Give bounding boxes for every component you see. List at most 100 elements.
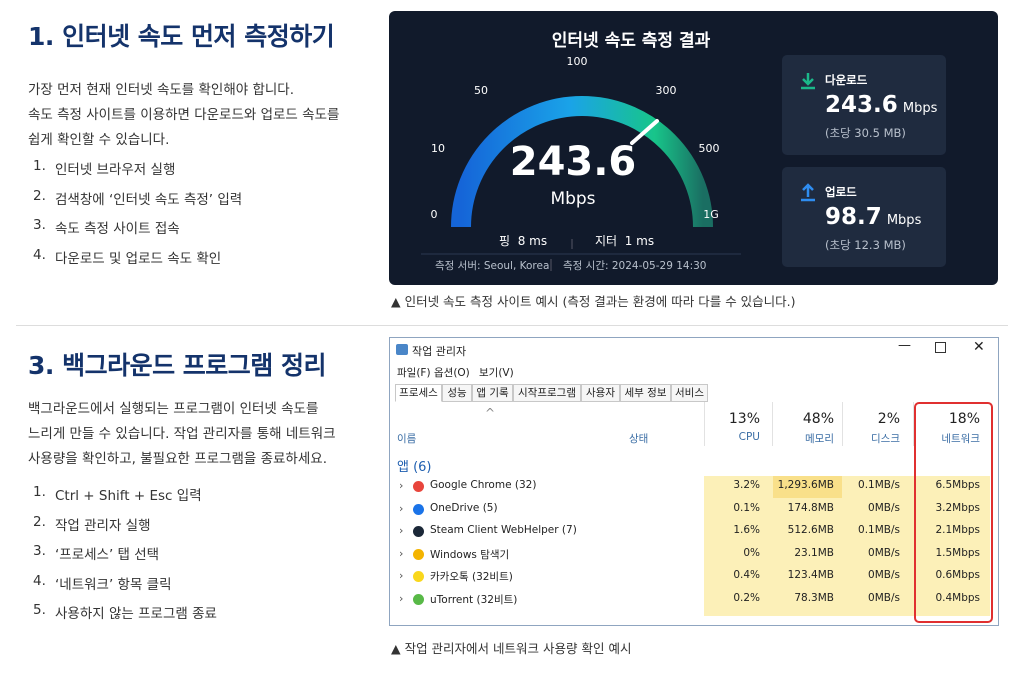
step-text: 검색창에 ‘인터넷 속도 측정’ 입력 [55,191,243,208]
gauge-tick-label: 300 [655,84,677,97]
tab[interactable]: 세부 정보 [620,384,671,402]
card-value: 243.6 Mbps [825,92,937,118]
caption: ▲ 인터넷 속도 측정 사이트 예시 (측정 결과는 환경에 따라 다를 수 있… [391,294,796,309]
expand-chevron: › [399,524,404,538]
column-percent: 13% [728,411,760,427]
tab[interactable]: 서비스 [671,384,708,402]
app-icon [413,526,424,538]
paragraph-line: 속도 측정 사이트를 이용하면 다운로드와 업로드 속도를 [28,107,340,123]
expand-chevron: › [399,592,404,605]
column-separator [913,402,914,446]
gauge-tick-label: 100 [566,55,588,68]
gauge [421,96,741,271]
speed-test-panel: 인터넷 속도 측정 결과 0 10 50 100 300 500 1G 243.6 Mbps… [389,11,998,285]
section-title: 1. 인터넷 속도 먼저 측정하기 [28,22,335,51]
cell-memory: 123.4MB [787,569,834,582]
step-number: 2. [33,513,46,530]
menu-item[interactable]: 옵션(O) [434,367,470,379]
maximize-button[interactable] [935,342,946,353]
highlight-cell [773,476,842,498]
speed-unit: Mbps [550,189,596,209]
paragraph-line: 느리게 만들 수 있습니다. 작업 관리자를 통해 네트워크 [28,426,336,442]
app-icon [413,594,424,605]
tab[interactable]: 시작프로그램 [513,384,581,402]
step-number: 1. [33,158,46,174]
column-name: 디스크 [871,433,900,445]
gauge-tick-label: 10 [431,142,445,155]
step-text: 작업 관리자 실행 [55,517,151,534]
process-name: OneDrive (5) [430,501,498,514]
cell-memory: 1,293.6MB [777,479,834,491]
step-number: 3. [33,543,46,559]
step-number: 4. [33,572,46,589]
expand-chevron: › [399,569,404,583]
column-name: CPU [738,431,760,443]
minimize-button[interactable]: — [898,338,911,353]
column-separator [772,402,773,446]
header-spacer [704,446,990,476]
panel-title: 인터넷 속도 측정 결과 [551,31,711,51]
gauge-tick-label: 500 [698,142,720,155]
cell-network: 3.2Mbps [935,501,980,514]
step-text: ‘프로세스’ 탭 선택 [55,547,160,563]
step-text: 다운로드 및 업로드 속도 확인 [55,250,222,267]
tab[interactable]: 앱 기록 [472,384,513,402]
column-header: 이름 [397,433,417,445]
cell-cpu: 0% [743,546,760,559]
app-icon [413,548,424,560]
cell-memory: 23.1MB [794,546,834,559]
cell-background [704,476,990,616]
section-title: 3. 백그라운드 프로그램 정리 [28,351,327,380]
divider [16,325,1008,326]
gauge-needle [630,119,659,145]
caption: ▲ 작업 관리자에서 네트워크 사용량 확인 예시 [391,641,632,656]
download-icon [801,73,815,90]
expand-chevron: › [399,479,404,492]
cell-disk: 0.1MB/s [858,524,900,537]
gauge-tick-label: 50 [474,84,488,97]
menu-item[interactable]: 파일(F) [397,367,431,379]
cell-disk: 0.1MB/s [858,479,900,491]
cell-disk: 0MB/s [868,569,900,582]
paragraph-line: 쉽게 확인할 수 있습니다. [28,132,170,148]
app-icon [413,503,424,515]
jitter-value: 1 ms [624,234,655,248]
step-number: 4. [33,246,46,263]
step-number: 5. [33,602,46,618]
cell-cpu: 0.2% [733,592,760,604]
cell-network: 2.1Mbps [935,524,980,537]
cell-cpu: 0.4% [733,569,760,582]
cell-disk: 0MB/s [868,546,900,559]
cell-disk: 0MB/s [868,501,900,514]
ping-label: 핑 [499,234,511,248]
cell-memory: 512.6MB [787,524,834,537]
cell-cpu: 1.6% [733,524,760,537]
app-icon [396,344,408,355]
cell-network: 1.5Mbps [935,546,980,559]
paragraph-line: 사용량을 확인하고, 불필요한 프로그램을 종료하세요. [28,451,327,467]
tab[interactable]: 프로세스 [395,384,442,402]
column-separator [842,402,843,446]
card-label: 업로드 [825,185,857,199]
tab[interactable]: 성능 [442,384,472,402]
step-text: 인터넷 브라우저 실행 [55,162,176,178]
close-button[interactable]: ✕ [973,339,985,355]
step-text: Ctrl + Shift + Esc 입력 [55,488,202,504]
cell-cpu: 0.1% [733,501,760,514]
card-label: 다운로드 [825,73,868,87]
jitter-label: 지터 [595,234,618,248]
column-percent: 48% [802,411,834,427]
download-card: 다운로드 243.6 Mbps (초당 30.5 MB) [782,55,946,155]
card-value: 98.7 Mbps [825,204,921,230]
step-text: 사용하지 않는 프로그램 종료 [55,606,217,622]
cell-cpu: 3.2% [733,479,760,491]
tab[interactable]: 사용자 [581,384,620,402]
gauge-tick-label: 0 [430,208,438,221]
value: 243.6 [825,92,898,118]
speed-value: 243.6 [509,139,637,185]
highlight-box [914,402,993,623]
process-name: uTorrent (32비트) [430,594,518,606]
menu-item[interactable]: 보기(V) [479,367,514,379]
process-name: 카카오톡 (32비트) [430,571,513,584]
